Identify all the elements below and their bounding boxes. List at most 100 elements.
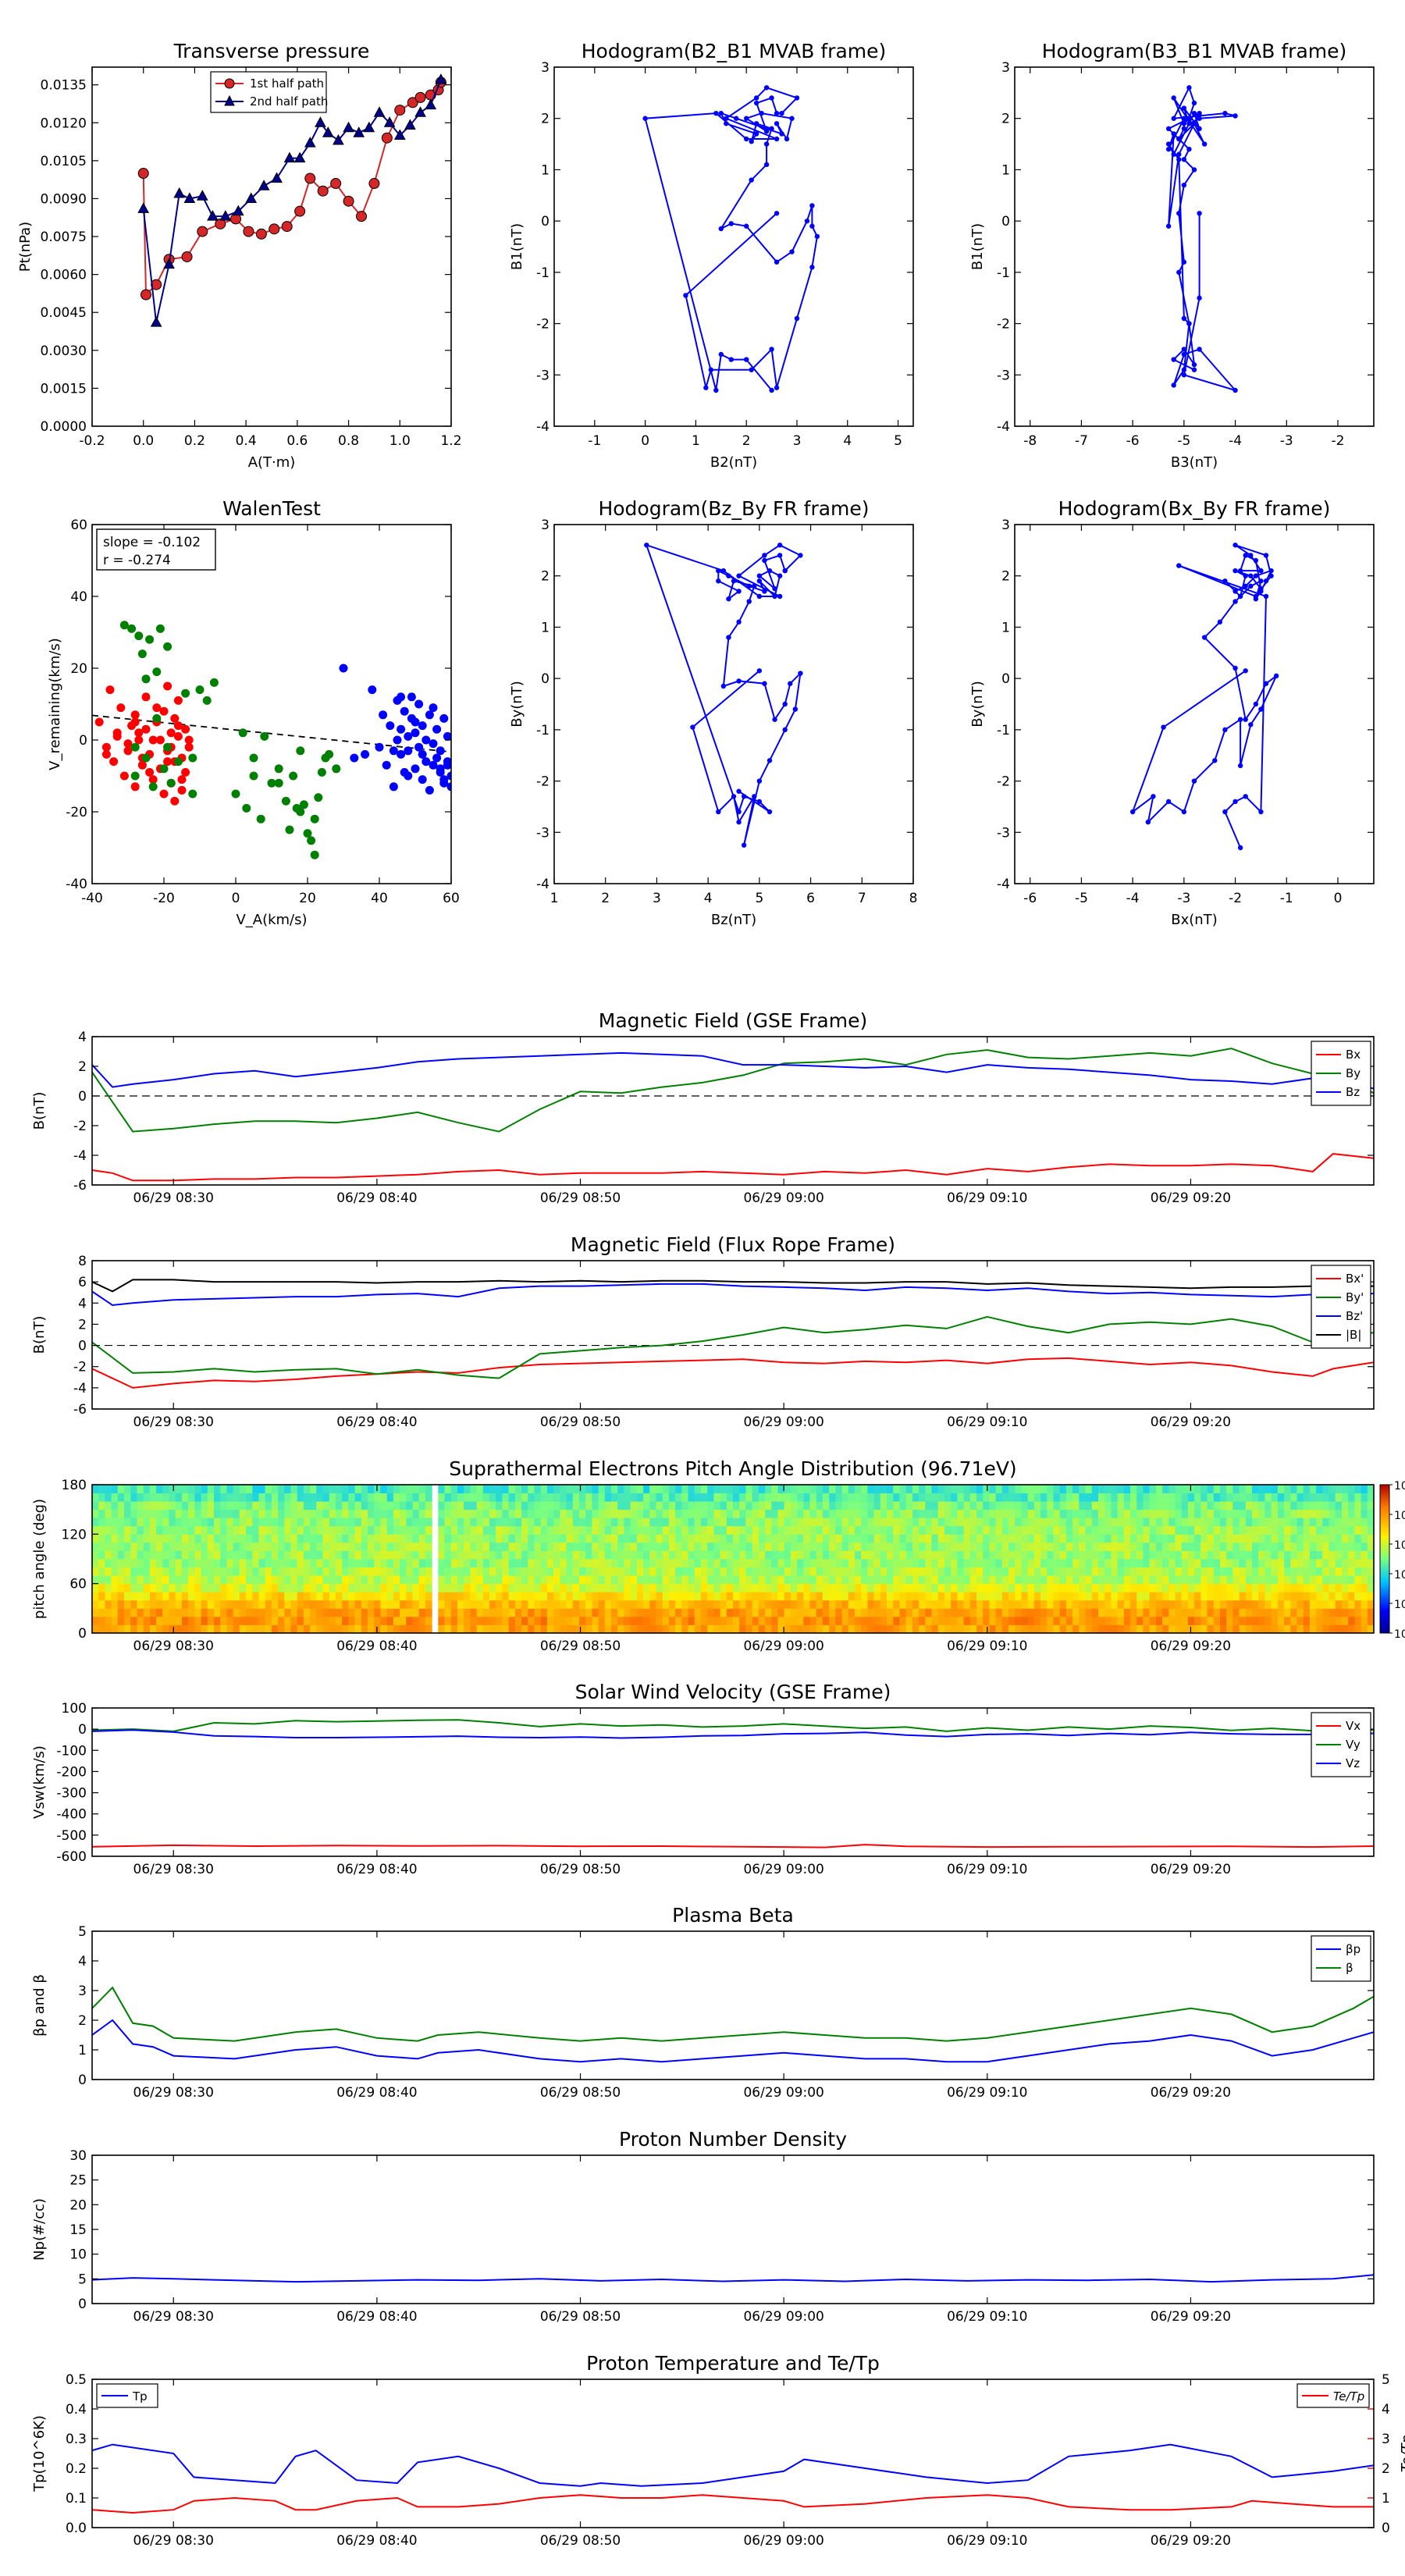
heatmap-cell (668, 1493, 676, 1502)
heatmap-cell (675, 1550, 682, 1560)
heatmap-cell (1226, 1567, 1233, 1576)
heatmap-cell (393, 1517, 400, 1527)
heatmap-cell (1290, 1493, 1298, 1502)
heatmap-cell (201, 1550, 208, 1560)
heatmap-cell (258, 1583, 266, 1592)
heatmap-cell (1168, 1509, 1176, 1518)
heatmap-cell (380, 1517, 388, 1527)
heatmap-cell (546, 1517, 554, 1527)
heatmap-cell (329, 1559, 336, 1567)
heatmap-cell (771, 1501, 779, 1510)
heatmap-cell (1085, 1616, 1093, 1625)
heatmap-cell (662, 1542, 670, 1551)
heatmap-cell (1168, 1567, 1176, 1576)
heatmap-cell (861, 1616, 868, 1625)
heatmap-cell (98, 1616, 105, 1625)
heatmap-cell (1367, 1624, 1374, 1633)
heatmap-cell (675, 1583, 682, 1592)
heatmap-cell (752, 1592, 759, 1601)
heatmap-cell (893, 1583, 901, 1592)
heatmap-cell (322, 1542, 330, 1551)
heatmap-cell (143, 1616, 151, 1625)
heatmap-cell (489, 1534, 496, 1543)
y-tick-label: 2 (541, 569, 550, 585)
heatmap-cell (1130, 1583, 1137, 1592)
heatmap-cell (130, 1592, 138, 1601)
heatmap-cell (841, 1509, 849, 1518)
heatmap-cell (214, 1616, 221, 1625)
heatmap-cell (1213, 1534, 1221, 1543)
heatmap-cell (1015, 1534, 1022, 1543)
heatmap-cell (1033, 1583, 1041, 1592)
heatmap-cell (271, 1534, 279, 1543)
heatmap-cell (297, 1534, 304, 1543)
heatmap-cell (162, 1592, 170, 1601)
heatmap-cell (143, 1583, 151, 1592)
heatmap-cell (566, 1509, 574, 1518)
heatmap-cell (252, 1624, 260, 1633)
heatmap-cell (1072, 1501, 1080, 1510)
heatmap-cell (790, 1501, 798, 1510)
heatmap-cell (169, 1493, 176, 1502)
heatmap-cell (1342, 1509, 1349, 1518)
data-point (137, 202, 150, 213)
heatmap-cell (514, 1550, 522, 1560)
heatmap-cell (124, 1599, 131, 1609)
y-tick-label: -3 (536, 825, 550, 841)
heatmap-cell (835, 1616, 843, 1625)
heatmap-cell (418, 1592, 426, 1601)
heatmap-cell (905, 1608, 913, 1617)
heatmap-cell (336, 1624, 343, 1633)
heatmap-cell (681, 1525, 689, 1535)
heatmap-cell (861, 1493, 868, 1502)
heatmap-cell (246, 1559, 253, 1567)
heatmap-cell (1091, 1485, 1099, 1493)
heatmap-cell (412, 1624, 420, 1633)
heatmap-cell (1181, 1485, 1189, 1493)
heatmap-cell (995, 1493, 1003, 1502)
y-tick-label: -600 (56, 1849, 87, 1865)
scatter-point (386, 721, 395, 731)
scatter-point (379, 710, 388, 720)
heatmap-cell (162, 1485, 170, 1493)
data-point (1171, 116, 1176, 121)
scatter-point (109, 757, 119, 767)
data-point (368, 178, 380, 190)
y-right-tick-label: 4 (1382, 2402, 1390, 2418)
scatter-point (130, 771, 140, 781)
heatmap-cell (957, 1542, 965, 1551)
heatmap-cell (784, 1616, 791, 1625)
heatmap-cell (1245, 1485, 1253, 1493)
heatmap-cell (1329, 1616, 1336, 1625)
heatmap-cell (797, 1559, 804, 1567)
heatmap-cell (226, 1599, 234, 1609)
heatmap-cell (771, 1592, 779, 1601)
heatmap-cell (1213, 1501, 1221, 1510)
heatmap-cell (98, 1509, 105, 1518)
heatmap-cell (98, 1517, 105, 1527)
heatmap-cell (444, 1583, 452, 1592)
heatmap-cell (406, 1583, 414, 1592)
heatmap-cell (688, 1509, 695, 1518)
legend-label: Vx (1346, 1719, 1361, 1733)
heatmap-cell (745, 1599, 753, 1609)
plot-area (92, 1986, 1374, 2063)
heatmap-cell (1130, 1616, 1137, 1625)
heatmap-cell (579, 1542, 586, 1551)
heatmap-cell (1111, 1616, 1119, 1625)
heatmap-cell (162, 1542, 170, 1551)
heatmap-cell (630, 1575, 638, 1585)
heatmap-cell (482, 1567, 490, 1576)
heatmap-cell (969, 1550, 977, 1560)
heatmap-cell (310, 1542, 317, 1551)
heatmap-cell (592, 1534, 599, 1543)
scatter-point (231, 789, 240, 799)
scatter-point (361, 749, 370, 759)
heatmap-cell (534, 1501, 542, 1510)
heatmap-cell (1187, 1517, 1195, 1527)
heatmap-cell (380, 1525, 388, 1535)
heatmap-cell (374, 1567, 381, 1576)
heatmap-cell (668, 1575, 676, 1585)
heatmap-cell (873, 1592, 881, 1601)
heatmap-cell (149, 1616, 157, 1625)
